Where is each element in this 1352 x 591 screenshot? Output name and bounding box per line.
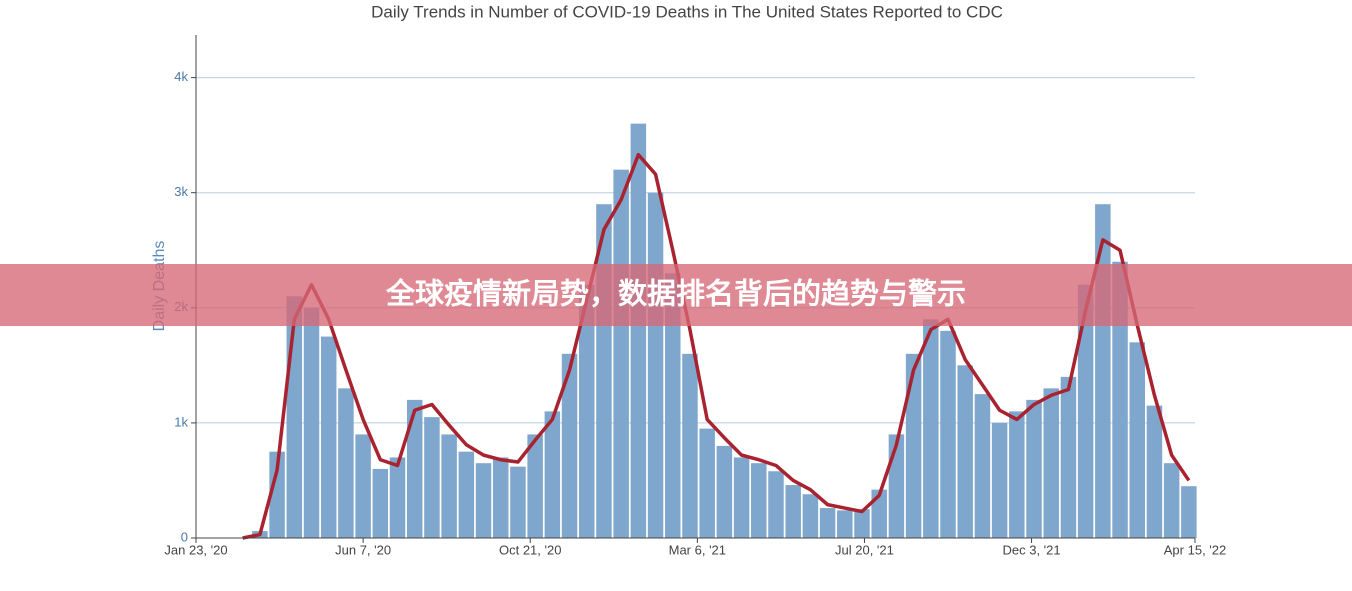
bar: [458, 451, 475, 538]
y-tick-label: 1k: [174, 414, 188, 429]
bar: [1009, 411, 1025, 538]
bar: [1043, 388, 1059, 538]
bar: [871, 489, 887, 538]
trend-line: [242, 152, 1191, 540]
bar: [1026, 399, 1042, 538]
x-tick-label: Jun 7, '20: [335, 542, 391, 557]
x-tick-label: Jan 23, '20: [164, 542, 227, 557]
bar: [441, 434, 457, 538]
bar: [819, 508, 836, 538]
x-tick-label: Jul 20, '21: [835, 542, 894, 557]
chart-title: Daily Trends in Number of COVID-19 Death…: [371, 2, 1003, 21]
bar: [699, 428, 715, 538]
bar: [1112, 261, 1128, 538]
bar: [475, 463, 492, 538]
bar: [905, 353, 922, 538]
bar: [630, 123, 647, 539]
x-tick-label: Oct 21, '20: [499, 542, 561, 557]
bar: [1146, 405, 1163, 538]
bar: [389, 457, 406, 538]
y-tick-label: 0: [181, 529, 188, 544]
bar: [372, 468, 389, 538]
bar: [579, 284, 595, 538]
bar: [716, 445, 733, 538]
bar: [1060, 376, 1077, 538]
bar: [303, 307, 320, 538]
bar: [1163, 463, 1180, 538]
bar: [527, 434, 543, 538]
bar: [665, 273, 681, 538]
bar: [974, 394, 991, 538]
x-tick-label: Dec 3, '21: [1003, 542, 1061, 557]
bar: [1095, 204, 1111, 539]
bar: [751, 463, 767, 538]
banner-band: [0, 264, 1352, 326]
bar: [1077, 284, 1094, 538]
banner-text: 全球疫情新局势，数据排名背后的趋势与警示: [385, 277, 966, 311]
bar: [991, 422, 1008, 538]
bar: [940, 330, 956, 538]
bar: [1129, 342, 1145, 538]
bar: [957, 365, 973, 538]
bar: [768, 471, 784, 538]
bar: [785, 485, 801, 538]
bar: [406, 399, 423, 538]
bar: [424, 417, 440, 538]
bar: [510, 466, 526, 538]
bar: [492, 457, 509, 538]
bar: [561, 353, 578, 538]
bar: [854, 509, 870, 538]
bar: [647, 192, 664, 538]
y-tick-label: 4k: [174, 69, 188, 84]
y-tick-label: 3k: [174, 184, 188, 199]
x-tick-label: Apr 15, '22: [1164, 542, 1226, 557]
bar: [682, 353, 698, 538]
bar: [544, 411, 561, 538]
bar: [802, 494, 819, 538]
bar: [269, 451, 285, 538]
bar: [338, 388, 354, 538]
bar: [320, 336, 337, 538]
bar: [837, 510, 853, 538]
bar: [613, 169, 629, 539]
bar: [733, 457, 750, 538]
x-tick-label: Mar 6, '21: [669, 542, 726, 557]
bar: [1181, 486, 1197, 538]
bar: [355, 434, 371, 538]
bar: [923, 319, 939, 538]
